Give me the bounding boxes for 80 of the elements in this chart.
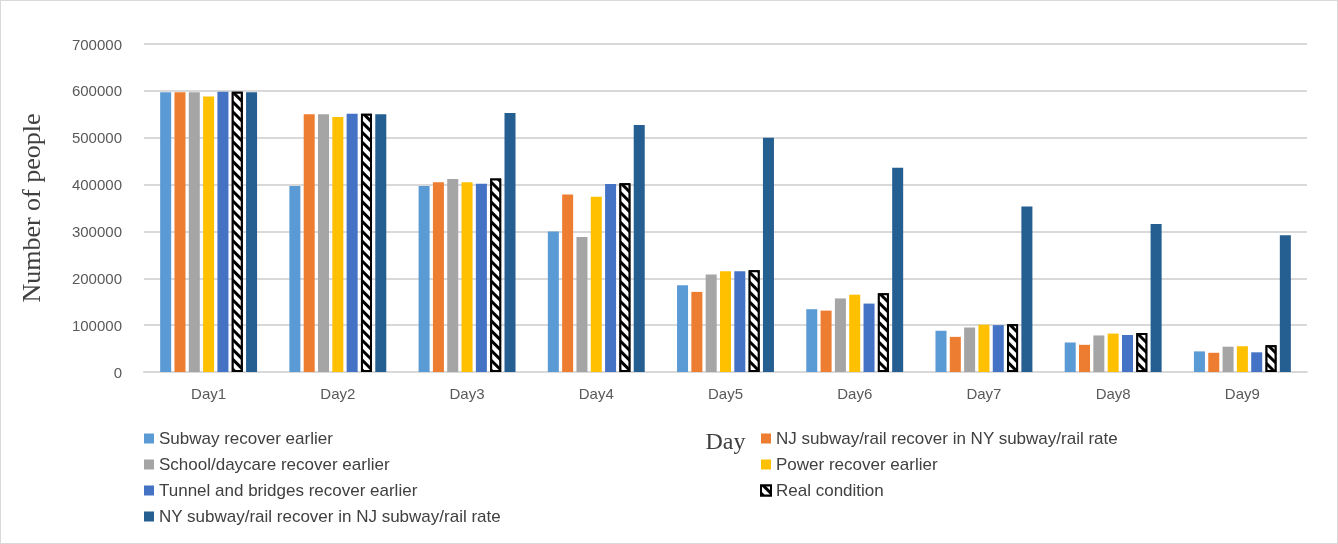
bar <box>691 291 703 372</box>
bar <box>289 185 301 372</box>
bar <box>590 196 602 372</box>
bar <box>318 114 330 372</box>
x-axis-title: Day <box>705 428 746 454</box>
bar <box>1121 334 1133 372</box>
bar <box>1251 352 1263 372</box>
bar <box>762 137 774 372</box>
y-tick-label: 400000 <box>71 176 122 194</box>
x-tick-label: Day5 <box>707 385 744 402</box>
x-tick-label: Day6 <box>837 385 873 402</box>
bar <box>949 336 961 372</box>
bar <box>1079 344 1091 372</box>
bar <box>303 114 315 372</box>
bar <box>1021 206 1033 372</box>
bar <box>992 325 1004 372</box>
legend-label: NY subway/rail recover in NJ subway/rail rate <box>159 507 501 526</box>
y-axis-title: Number of people <box>16 113 46 303</box>
bar <box>562 194 574 372</box>
bar <box>935 330 947 372</box>
bar <box>447 178 459 372</box>
bar <box>849 294 861 372</box>
y-tick-label: 500000 <box>71 129 122 147</box>
bar <box>432 182 444 372</box>
y-tick-label: 0 <box>113 363 122 381</box>
bar <box>806 309 818 372</box>
x-tick-label: Day2 <box>320 385 356 402</box>
y-tick-label: 100000 <box>71 316 122 334</box>
bar <box>1064 342 1076 372</box>
bar <box>1208 352 1220 372</box>
x-tick-label: Day1 <box>191 385 227 402</box>
bar <box>217 91 229 372</box>
bar <box>332 117 344 372</box>
y-tick-label: 700000 <box>71 35 122 53</box>
bar <box>892 167 904 372</box>
bar <box>820 310 832 372</box>
bar <box>188 92 200 372</box>
legend-label: Power recover earlier <box>776 455 938 474</box>
bar <box>719 271 732 372</box>
bar <box>1150 223 1162 372</box>
legend-label: Subway recover earlier <box>159 429 334 448</box>
bar <box>1279 235 1291 372</box>
bar <box>1107 333 1119 372</box>
bar <box>504 112 516 372</box>
bar <box>1236 346 1248 372</box>
bar <box>547 231 559 372</box>
bar <box>174 92 186 372</box>
bar <box>1193 351 1205 372</box>
x-tick-label: Day4 <box>578 385 614 402</box>
y-tick-label: 200000 <box>71 269 122 287</box>
bar <box>418 185 430 372</box>
bar <box>633 125 645 372</box>
x-tick-label: Day7 <box>966 385 1002 402</box>
y-tick-label: 300000 <box>71 222 122 240</box>
bar <box>461 182 473 372</box>
x-tick-label: Day8 <box>1095 385 1131 402</box>
bar <box>705 274 717 372</box>
bar <box>734 271 746 372</box>
bar <box>1093 335 1105 372</box>
legend-label: School/daycare recover earlier <box>159 455 390 474</box>
bar <box>834 298 846 372</box>
bar <box>605 184 617 372</box>
bar <box>964 327 976 372</box>
bar <box>475 183 487 372</box>
x-tick-label: Day3 <box>449 385 485 402</box>
bar <box>978 324 990 372</box>
bar <box>346 113 358 372</box>
y-tick-label: 600000 <box>71 82 122 100</box>
legend-label: Tunnel and bridges recover earlier <box>159 481 418 500</box>
bar <box>160 92 172 372</box>
bar <box>677 285 689 372</box>
x-tick-label: Day9 <box>1224 385 1260 402</box>
bar <box>203 96 215 372</box>
legend-label: Real condition <box>776 481 884 500</box>
bar <box>863 303 875 372</box>
bar <box>375 114 387 372</box>
legend-label: NJ subway/rail recover in NY subway/rail rate <box>776 429 1118 448</box>
bar <box>1222 346 1234 372</box>
bar <box>576 237 588 372</box>
bar <box>246 92 258 372</box>
